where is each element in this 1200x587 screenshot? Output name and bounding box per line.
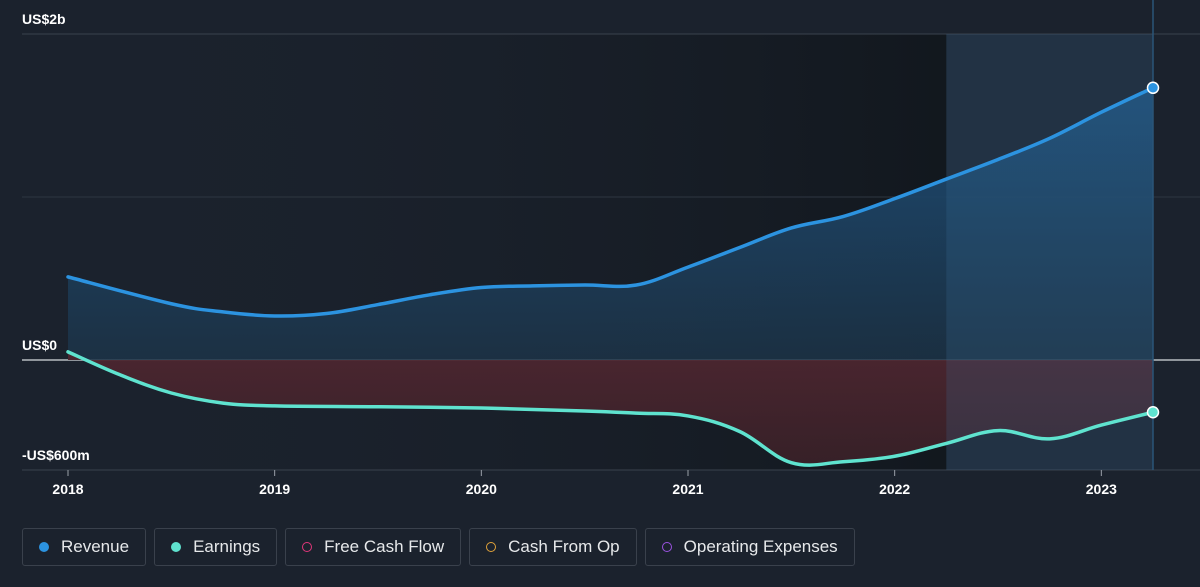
legend-revenue-label: Revenue bbox=[61, 537, 130, 556]
legend-revenue-dot-icon bbox=[39, 542, 49, 552]
x-tick-label-2022: 2022 bbox=[879, 481, 910, 497]
legend-free-cash-flow-button[interactable]: Free Cash Flow bbox=[285, 528, 462, 566]
y-axis-label-2: -US$600m bbox=[22, 447, 90, 463]
axis-labels: US$2b US$0 -US$600m 2018 2019 2020 2021 2022 202… bbox=[22, 11, 1117, 497]
legend-cash-from-op-button[interactable]: Cash From Op bbox=[469, 528, 637, 566]
x-tick-label-2019: 2019 bbox=[259, 481, 290, 497]
y-axis-label-0: US$2b bbox=[22, 11, 66, 27]
legend-free-cash-flow-label: Free Cash Flow bbox=[324, 537, 445, 556]
legend-cash-from-op-label: Cash From Op bbox=[508, 537, 620, 556]
x-tick-label-2021: 2021 bbox=[672, 481, 703, 497]
legend-earnings-button[interactable]: Earnings bbox=[154, 528, 278, 566]
highlight-band bbox=[946, 0, 1154, 470]
line-revenue bbox=[66, 86, 1155, 318]
legend-free-cash-flow-dot-icon bbox=[302, 542, 313, 552]
endpoint-earnings bbox=[1146, 406, 1160, 419]
area-earnings bbox=[68, 351, 1153, 466]
legend-revenue-button[interactable]: Revenue bbox=[22, 528, 147, 566]
area-revenue bbox=[68, 87, 1153, 360]
legend-operating-expenses-label: Operating Expenses bbox=[683, 537, 838, 556]
financial-chart: US$2b US$0 -US$600m 2018 2019 2020 2021 2022 202… bbox=[22, 0, 1200, 497]
y-axis-label-1: US$0 bbox=[22, 337, 57, 353]
highlight-band-rect bbox=[946, 34, 1153, 470]
legend-operating-expenses-button[interactable]: Operating Expenses bbox=[644, 528, 855, 566]
x-tick-label-2023: 2023 bbox=[1086, 481, 1117, 497]
x-tick-label-2020: 2020 bbox=[466, 481, 497, 497]
legend: Revenue Earnings Free Cash Flow Cash From O… bbox=[22, 528, 855, 566]
series-areas bbox=[68, 87, 1153, 466]
x-tick-label-2018: 2018 bbox=[52, 481, 83, 497]
endpoint-revenue bbox=[1146, 81, 1160, 95]
legend-earnings-label: Earnings bbox=[193, 537, 261, 556]
series-lines bbox=[66, 86, 1155, 467]
line-earnings bbox=[66, 350, 1155, 467]
legend-operating-expenses-dot-icon bbox=[661, 542, 672, 552]
legend-cash-from-op-dot-icon bbox=[486, 542, 497, 552]
series-endpoints bbox=[1146, 81, 1160, 419]
legend-earnings-dot-icon bbox=[171, 542, 182, 552]
